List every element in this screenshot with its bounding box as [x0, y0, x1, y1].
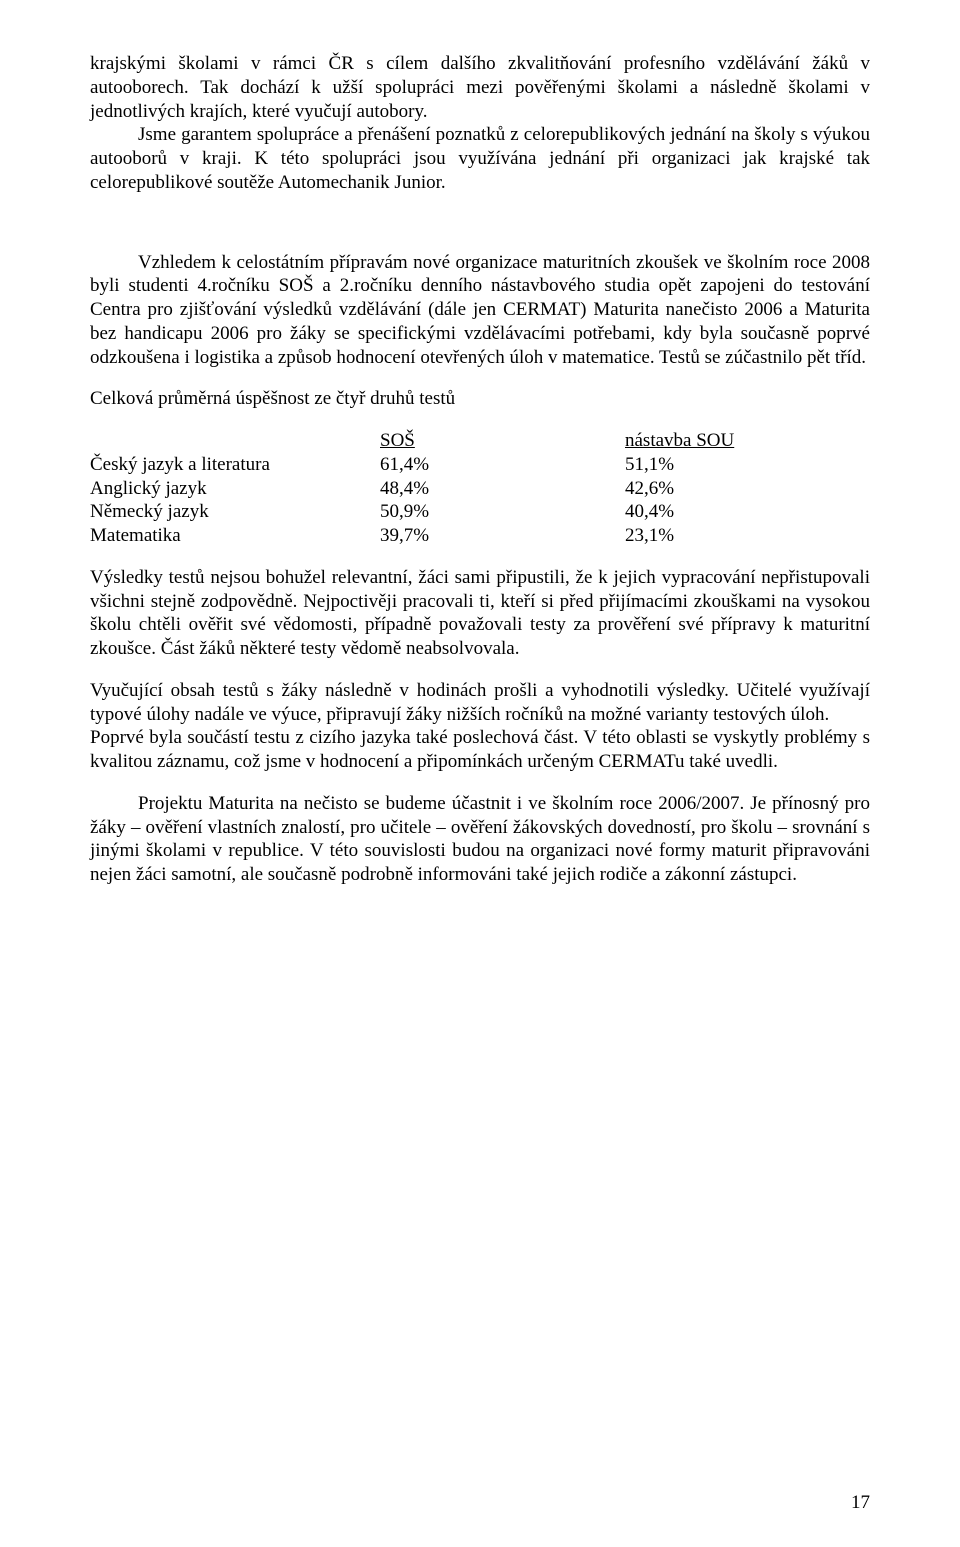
- paragraph-4: Vyučující obsah testů s žáky následně v …: [90, 679, 870, 727]
- row-sos-value: 50,9%: [380, 500, 625, 524]
- table-title: Celková průměrná úspěšnost ze čtyř druhů…: [90, 387, 870, 411]
- spacer: [90, 369, 870, 387]
- row-nast-value: 42,6%: [625, 477, 870, 501]
- paragraph-3: Výsledky testů nejsou bohužel relevantní…: [90, 566, 870, 661]
- table-row: Německý jazyk 50,9% 40,4%: [90, 500, 870, 524]
- row-sos-value: 39,7%: [380, 524, 625, 548]
- paragraph-1: krajskými školami v rámci ČR s cílem dal…: [90, 52, 870, 123]
- page-number: 17: [851, 1491, 870, 1515]
- row-sos-value: 61,4%: [380, 453, 625, 477]
- row-nast-value: 51,1%: [625, 453, 870, 477]
- spacer: [90, 195, 870, 251]
- paragraph-1b: Jsme garantem spolupráce a přenášení poz…: [90, 123, 870, 194]
- spacer: [90, 548, 870, 566]
- row-sos-value: 48,4%: [380, 477, 625, 501]
- paragraph-6: Projektu Maturita na nečisto se budeme ú…: [90, 792, 870, 887]
- row-label: Německý jazyk: [90, 500, 380, 524]
- results-table: SOŠ nástavba SOU Český jazyk a literatur…: [90, 429, 870, 548]
- spacer: [90, 411, 870, 429]
- table-header-nastavba: nástavba SOU: [625, 429, 870, 453]
- document-page: krajskými školami v rámci ČR s cílem dal…: [0, 0, 960, 1547]
- row-label: Matematika: [90, 524, 380, 548]
- row-label: Český jazyk a literatura: [90, 453, 380, 477]
- spacer: [90, 774, 870, 792]
- row-nast-value: 40,4%: [625, 500, 870, 524]
- row-nast-value: 23,1%: [625, 524, 870, 548]
- table-header-row: SOŠ nástavba SOU: [90, 429, 870, 453]
- table-row: Anglický jazyk 48,4% 42,6%: [90, 477, 870, 501]
- table-row: Matematika 39,7% 23,1%: [90, 524, 870, 548]
- paragraph-2: Vzhledem k celostátním přípravám nové or…: [90, 251, 870, 370]
- paragraph-5: Poprvé byla součástí testu z cizího jazy…: [90, 726, 870, 774]
- spacer: [90, 661, 870, 679]
- table-header-sos: SOŠ: [380, 429, 625, 453]
- row-label: Anglický jazyk: [90, 477, 380, 501]
- table-row: Český jazyk a literatura 61,4% 51,1%: [90, 453, 870, 477]
